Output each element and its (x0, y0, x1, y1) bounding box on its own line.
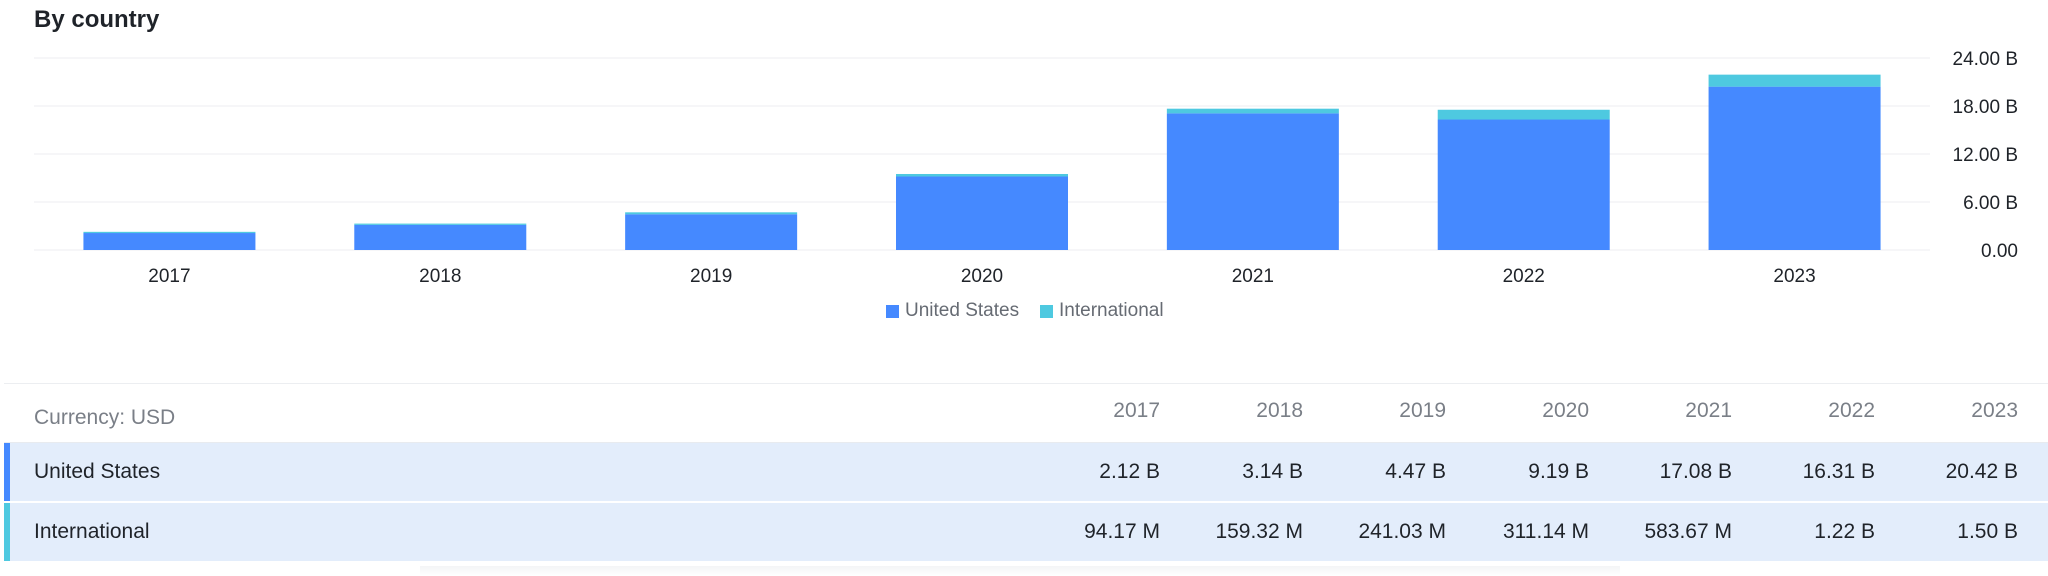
bar-united-states (83, 233, 256, 250)
x-tick-label: 2022 (1503, 266, 1545, 287)
bar-united-states (625, 214, 798, 250)
x-tick-label: 2020 (961, 266, 1003, 287)
bar-international (896, 173, 1068, 177)
table-row-united-states[interactable]: United States 2.12 B 3.14 B 4.47 B 9.19 … (4, 443, 2048, 501)
year-header: 2018 (1256, 399, 1303, 422)
y-tick-label: 18.00 B (1953, 97, 2019, 118)
y-tick-label: 0.00 (1981, 241, 2018, 262)
year-header: 2021 (1685, 399, 1732, 422)
year-header: 2019 (1399, 399, 1446, 422)
table-cell: 1.22 B (1814, 520, 1875, 543)
year-header: 2023 (1971, 399, 2018, 422)
x-tick-label: 2023 (1773, 266, 1815, 287)
year-header: 2020 (1542, 399, 1589, 422)
table-cell: 20.42 B (1945, 460, 2018, 483)
y-tick-label: 24.00 B (1953, 49, 2019, 70)
legend-label-international: International (1059, 300, 1164, 321)
table-cell: 9.19 B (1528, 460, 1589, 483)
bar-united-states (896, 176, 1068, 250)
legend-item-international[interactable]: International (1040, 300, 1164, 322)
bar-united-states (1708, 86, 1881, 250)
x-tick-label: 2018 (419, 266, 461, 287)
bar-united-states (1437, 119, 1610, 251)
table-cell: 94.17 M (1084, 520, 1160, 543)
year-header: 2022 (1828, 399, 1875, 422)
bar-united-states (1166, 113, 1339, 250)
table-cell: 241.03 M (1358, 520, 1446, 543)
section-title: By country (34, 6, 160, 33)
y-tick-label: 12.00 B (1953, 145, 2019, 166)
x-tick-label: 2017 (148, 266, 190, 287)
table-cell: 2.12 B (1099, 460, 1160, 483)
x-tick-label: 2019 (690, 266, 732, 287)
table-cell: 159.32 M (1215, 520, 1303, 543)
table-cell: 583.67 M (1644, 520, 1732, 543)
bar-international (625, 212, 798, 215)
bar-international (83, 231, 256, 234)
chart-legend: United States International (0, 300, 2048, 326)
y-tick-label: 6.00 B (1963, 193, 2018, 214)
legend-swatch-united-states (886, 304, 899, 318)
x-tick-label: 2021 (1232, 266, 1274, 287)
bar-international (1437, 109, 1610, 120)
row-accent-united-states (4, 443, 10, 501)
bar-international (354, 223, 527, 225)
bar-international (1708, 74, 1881, 87)
legend-swatch-international (1040, 304, 1053, 318)
table-cell: 1.50 B (1957, 520, 2018, 543)
table-cell: 17.08 B (1659, 460, 1732, 483)
bar-international (1166, 108, 1339, 114)
stacked-bar-chart: 0.00 6.00 B 12.00 B 18.00 B 24.00 B 2017 2018 2… (34, 49, 2019, 287)
legend-label-united-states: United States (905, 300, 1020, 321)
row-label: United States (34, 460, 161, 483)
data-table: Currency: USD 2017 2018 2019 2020 2021 2… (4, 383, 2048, 563)
table-cell: 4.47 B (1385, 460, 1446, 483)
bottom-shadow (420, 566, 1620, 576)
row-label: International (34, 520, 150, 543)
row-accent-international (4, 503, 10, 561)
year-header: 2017 (1113, 399, 1160, 422)
table-cell: 3.14 B (1242, 460, 1303, 483)
table-cell: 16.31 B (1802, 460, 1875, 483)
table-header-row: Currency: USD 2017 2018 2019 2020 2021 2… (4, 384, 2048, 443)
table-row-international[interactable]: International 94.17 M 159.32 M 241.03 M … (4, 503, 2048, 561)
legend-item-united-states[interactable]: United States (886, 300, 1019, 322)
currency-label: Currency: USD (34, 406, 176, 429)
table-cell: 311.14 M (1503, 520, 1589, 543)
bar-united-states (354, 224, 527, 250)
